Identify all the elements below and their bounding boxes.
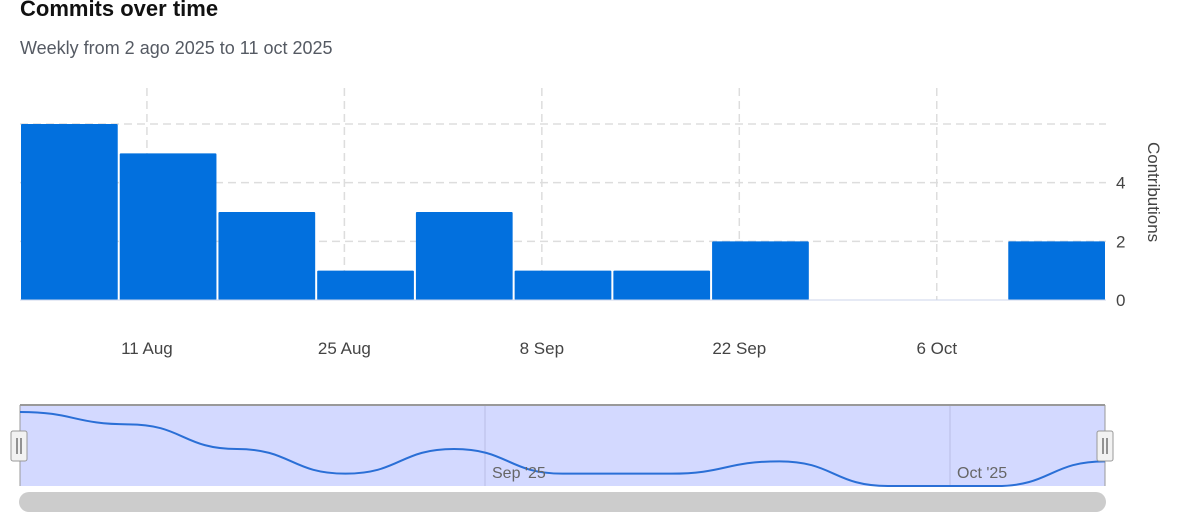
bar[interactable] bbox=[613, 270, 711, 300]
bar[interactable] bbox=[712, 241, 809, 300]
navigator-label: Oct '25 bbox=[957, 465, 1007, 482]
x-tick-label: 25 Aug bbox=[318, 339, 371, 358]
navigator-label: Sep '25 bbox=[492, 465, 546, 482]
navigator[interactable]: Sep '25 Oct '25 bbox=[10, 404, 1114, 512]
bar[interactable] bbox=[218, 212, 316, 300]
navigator-series-line bbox=[19, 411, 1106, 487]
y-tick-label: 2 bbox=[1116, 232, 1125, 251]
navigator-right-handle[interactable] bbox=[1096, 430, 1114, 462]
navigator-left-handle[interactable] bbox=[10, 430, 28, 462]
x-tick-label: 8 Sep bbox=[520, 339, 564, 358]
y-tick-label: 0 bbox=[1116, 291, 1125, 310]
bar[interactable] bbox=[415, 212, 513, 300]
navigator-scrollbar[interactable] bbox=[19, 492, 1106, 512]
x-tick-label: 11 Aug bbox=[121, 339, 173, 358]
bar[interactable] bbox=[317, 270, 414, 300]
chart-title: Commits over time bbox=[20, 0, 219, 21]
x-tick-label: 22 Sep bbox=[712, 339, 766, 358]
navigator-labels: Sep '25 Oct '25 bbox=[492, 465, 1007, 482]
y-axis-label: Contributions bbox=[1144, 142, 1163, 242]
bar[interactable] bbox=[1008, 241, 1105, 300]
y-axis-ticks: 0 2 4 bbox=[1116, 174, 1125, 310]
x-tick-label: 6 Oct bbox=[916, 339, 957, 358]
bar[interactable] bbox=[21, 124, 118, 300]
navigator-grid bbox=[484, 406, 951, 486]
bar[interactable] bbox=[119, 153, 217, 300]
navigator-selected-range[interactable] bbox=[20, 405, 1105, 486]
bars-layer[interactable] bbox=[21, 124, 1105, 300]
chart-subtitle: Weekly from 2 ago 2025 to 11 oct 2025 bbox=[20, 38, 333, 58]
y-tick-label: 4 bbox=[1116, 174, 1125, 193]
x-axis-ticks: 11 Aug 25 Aug 8 Sep 22 Sep 6 Oct bbox=[121, 339, 957, 358]
bar[interactable] bbox=[514, 270, 612, 300]
